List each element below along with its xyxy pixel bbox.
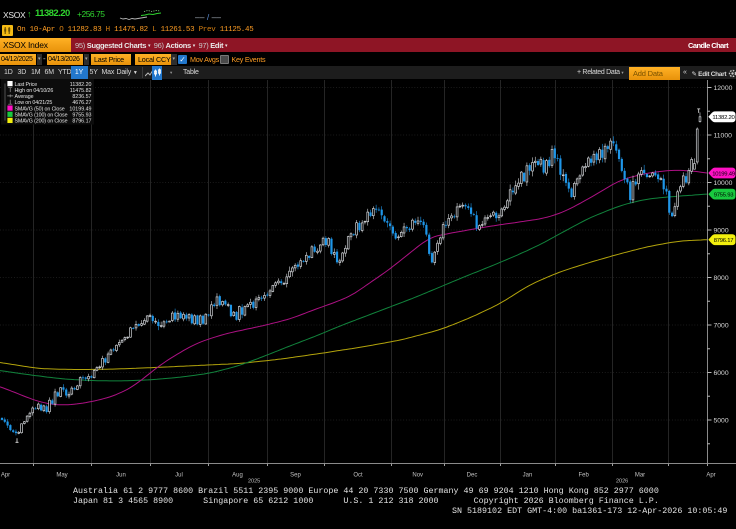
svg-text:10000: 10000 xyxy=(714,180,733,187)
svg-text:9755.93: 9755.93 xyxy=(72,113,91,119)
svg-text:9000: 9000 xyxy=(714,227,729,234)
svg-text:SMAVG (100) on Close: SMAVG (100) on Close xyxy=(15,113,68,119)
svg-text:2025: 2025 xyxy=(248,479,260,485)
svg-text:Oct: Oct xyxy=(353,473,363,479)
svg-text:4676.27: 4676.27 xyxy=(72,100,91,106)
svg-text:Feb: Feb xyxy=(579,473,590,479)
svg-text:5000: 5000 xyxy=(714,417,729,424)
svg-text:9755.93: 9755.93 xyxy=(714,192,735,198)
svg-text:7000: 7000 xyxy=(714,322,729,329)
svg-text:Low on 04/21/25: Low on 04/21/25 xyxy=(15,100,53,106)
svg-text:11382.20: 11382.20 xyxy=(70,82,92,88)
svg-text:High on 04/10/26: High on 04/10/26 xyxy=(15,88,54,94)
svg-text:SMAVG (50) on Close: SMAVG (50) on Close xyxy=(15,106,65,112)
svg-text:Mar: Mar xyxy=(635,473,645,479)
svg-text:Aug: Aug xyxy=(232,473,243,479)
svg-text:11382.20: 11382.20 xyxy=(712,115,735,121)
svg-text:11475.82: 11475.82 xyxy=(70,88,92,94)
svg-text:Jul: Jul xyxy=(175,473,183,479)
svg-text:Average: Average xyxy=(15,94,34,100)
svg-text:Apr: Apr xyxy=(706,473,715,479)
svg-text:8796.17: 8796.17 xyxy=(72,119,91,125)
svg-text:Apr: Apr xyxy=(1,473,10,479)
svg-text:Dec: Dec xyxy=(467,473,478,479)
svg-text:May: May xyxy=(56,473,67,479)
svg-text:8236.57: 8236.57 xyxy=(72,94,91,100)
svg-text:Last Price: Last Price xyxy=(15,82,38,88)
svg-text:Sep: Sep xyxy=(290,473,301,479)
svg-text:6000: 6000 xyxy=(714,370,729,377)
svg-text:Jan: Jan xyxy=(523,473,533,479)
svg-text:2026: 2026 xyxy=(616,479,628,485)
svg-text:Nov: Nov xyxy=(412,473,423,479)
svg-text:12000: 12000 xyxy=(714,85,733,92)
svg-text:10199.49: 10199.49 xyxy=(69,106,91,112)
svg-text:Jun: Jun xyxy=(116,473,126,479)
svg-text:10199.49: 10199.49 xyxy=(712,171,735,177)
svg-text:8000: 8000 xyxy=(714,275,729,282)
svg-text:11000: 11000 xyxy=(714,132,733,139)
svg-text:8796.17: 8796.17 xyxy=(714,238,734,244)
svg-text:SMAVG (200) on Close: SMAVG (200) on Close xyxy=(15,119,68,125)
